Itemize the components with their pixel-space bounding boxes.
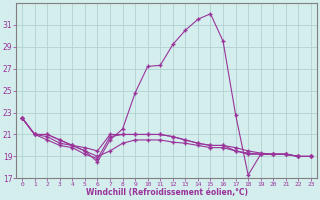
X-axis label: Windchill (Refroidissement éolien,°C): Windchill (Refroidissement éolien,°C) <box>85 188 248 197</box>
